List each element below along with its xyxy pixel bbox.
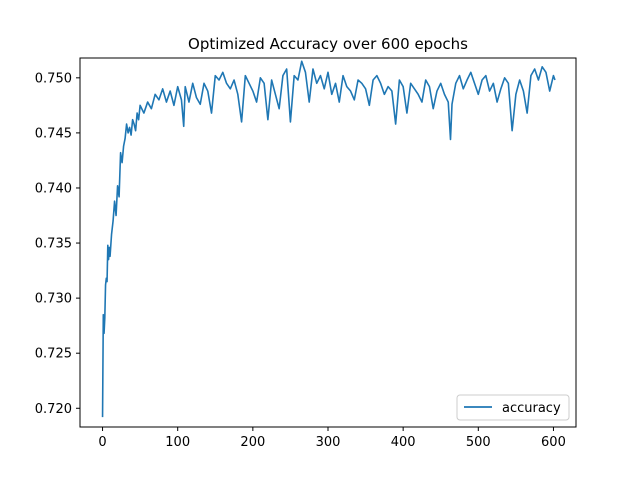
x-tick-label: 200	[240, 435, 265, 450]
y-axis: 0.720 0.725 0.730 0.735 0.740 0.745 0.750	[35, 71, 80, 417]
x-tick-label: 400	[391, 435, 416, 450]
y-tick-label: 0.730	[35, 292, 72, 307]
legend-box	[456, 394, 570, 421]
x-tick-label: 300	[316, 435, 341, 450]
y-tick-label: 0.735	[35, 237, 72, 252]
legend: accuracy	[456, 394, 570, 421]
x-tick-label: 100	[165, 435, 190, 450]
y-tick-label: 0.720	[35, 402, 72, 417]
y-tick-label: 0.740	[35, 181, 72, 196]
chart-title: Optimized Accuracy over 600 epochs	[188, 35, 468, 53]
y-tick-label: 0.725	[35, 347, 72, 362]
series-layer	[101, 60, 556, 418]
y-tick-label: 0.750	[35, 71, 72, 86]
series-line-accuracy	[101, 60, 556, 418]
x-tick-label: 600	[541, 435, 566, 450]
x-tick-label: 500	[466, 435, 491, 450]
x-axis: 0 100 200 300 400 500 600	[98, 427, 566, 450]
legend-label-accuracy: accuracy	[502, 401, 561, 416]
y-tick-label: 0.745	[35, 126, 72, 141]
x-tick-label: 0	[98, 435, 106, 450]
